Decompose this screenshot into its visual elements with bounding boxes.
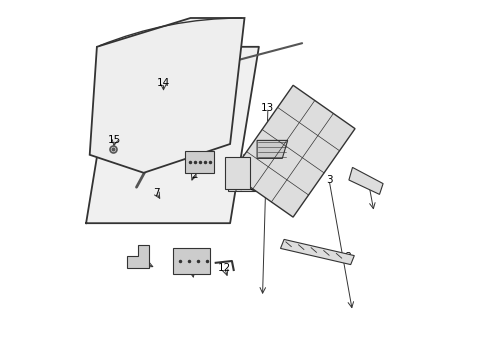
- Text: 12: 12: [218, 263, 231, 273]
- Polygon shape: [228, 164, 260, 191]
- Text: 15: 15: [108, 135, 122, 145]
- Polygon shape: [185, 151, 213, 173]
- Polygon shape: [224, 157, 249, 189]
- Text: 11: 11: [185, 267, 199, 277]
- Text: 3: 3: [325, 175, 332, 185]
- Polygon shape: [89, 18, 244, 173]
- Text: 8: 8: [343, 252, 350, 262]
- Polygon shape: [257, 140, 287, 158]
- Polygon shape: [231, 85, 354, 217]
- Text: 9: 9: [271, 150, 278, 160]
- Text: 4: 4: [234, 182, 240, 192]
- Text: 13: 13: [261, 103, 274, 113]
- Polygon shape: [280, 239, 354, 265]
- Text: 7: 7: [153, 188, 159, 198]
- Polygon shape: [172, 248, 210, 274]
- Text: 14: 14: [157, 78, 170, 88]
- Polygon shape: [86, 47, 258, 223]
- Text: 1: 1: [230, 161, 237, 171]
- Polygon shape: [348, 167, 382, 194]
- Text: 5: 5: [248, 182, 254, 192]
- Text: 6: 6: [365, 179, 371, 189]
- Text: 10: 10: [133, 256, 146, 266]
- Polygon shape: [127, 245, 149, 268]
- Text: 2: 2: [190, 170, 197, 180]
